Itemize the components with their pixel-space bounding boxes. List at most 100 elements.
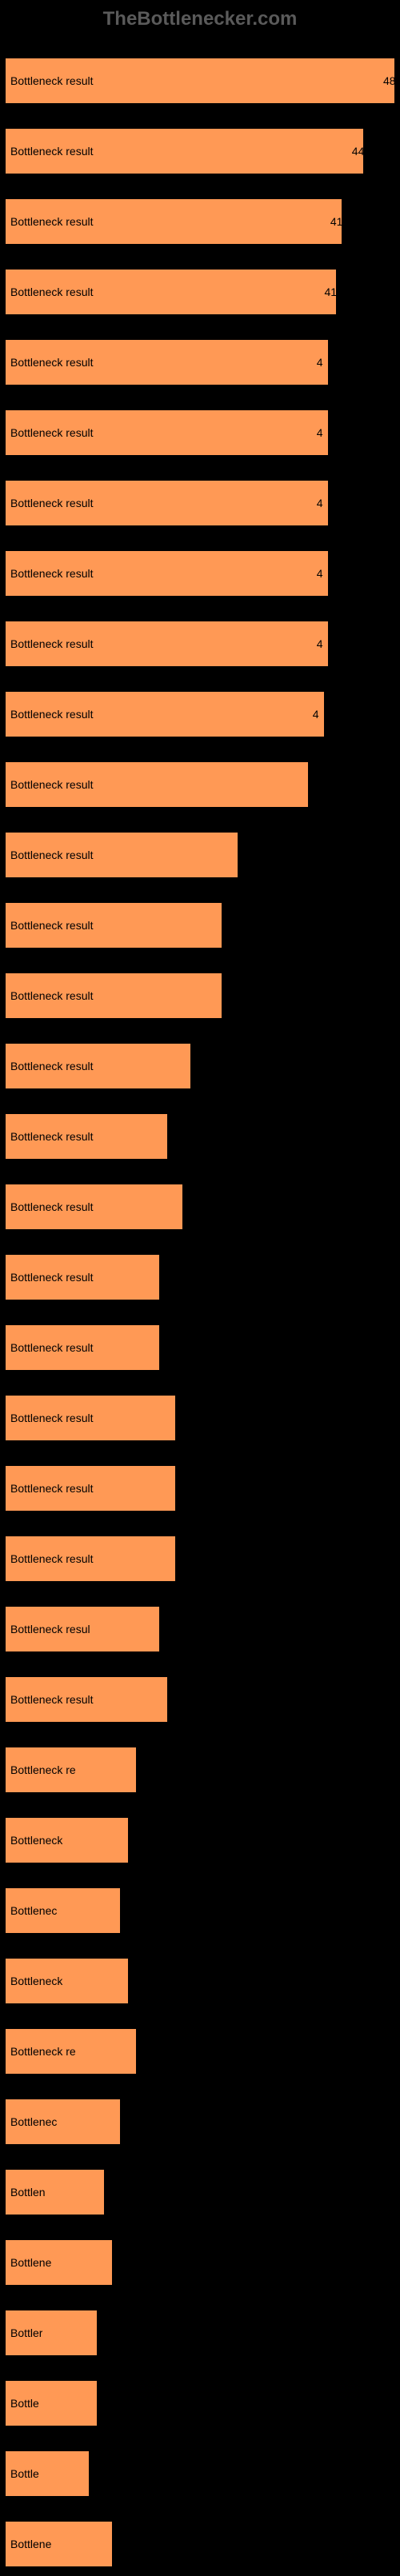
bar-label: Bottleneck result	[10, 215, 94, 228]
bar-label: Bottleneck re	[10, 2045, 76, 2058]
bar: Bottleneck result	[4, 1394, 177, 1442]
bar-label: Bottleneck result	[10, 74, 94, 87]
bar-label: Bottleneck result	[10, 708, 94, 721]
bar: Bottleneck	[4, 1816, 130, 1864]
watermark-text: TheBottlenecker.com	[0, 8, 400, 30]
bar: Bottlenec	[4, 1887, 122, 1935]
bar-row: Bottleneck result	[4, 1239, 396, 1301]
bar: Bottlene	[4, 2520, 114, 2568]
bar-label: Bottleneck result	[10, 637, 94, 650]
bar: Bottleneck result	[4, 831, 239, 879]
bar: Bottleneck result	[4, 1183, 184, 1231]
bar: Bottleneck result	[4, 1253, 161, 1301]
bar-label: Bottleneck result	[10, 778, 94, 791]
bar-value: 444	[352, 145, 370, 158]
bar-row: Bottleneck re	[4, 2013, 396, 2075]
bar: Bottleneck result 4	[4, 479, 330, 527]
bar: Bottlen	[4, 2168, 106, 2216]
bar-label: Bottlene	[10, 2538, 51, 2550]
bar-row: Bottleneck result482	[4, 42, 396, 105]
bar-row: Bottleneck result	[4, 1098, 396, 1160]
bar-row: Bottleneck result	[4, 1380, 396, 1442]
bar-label: Bottlenec	[10, 1904, 57, 1917]
bar: Bottle	[4, 2379, 98, 2427]
bar-row: Bottleneck result	[4, 1661, 396, 1723]
bar-row: Bottleneck result	[4, 1450, 396, 1512]
bar-value: 4	[313, 708, 319, 721]
bar: Bottleneck re	[4, 1746, 138, 1794]
bar: Bottleneck result	[4, 972, 223, 1020]
bar-row: Bottle	[4, 2365, 396, 2427]
bar-row: Bottleneck result 41	[4, 254, 396, 316]
bar-row: Bottleneck result	[4, 1309, 396, 1372]
bar-value: 4	[317, 567, 323, 580]
bar: Bottleneck result	[4, 901, 223, 949]
bar: Bottlenec	[4, 2098, 122, 2146]
bar-row: Bottleneck result 4	[4, 676, 396, 738]
bar-row: Bottleneck	[4, 1943, 396, 2005]
bar-label: Bottleneck result	[10, 356, 94, 369]
bar-value: 4	[317, 497, 323, 509]
bar-label: Bottleneck result	[10, 1271, 94, 1284]
bar-row: Bottleneck result4	[4, 324, 396, 386]
bar-label: Bottleneck result	[10, 849, 94, 861]
bar: Bottleneck result 4	[4, 620, 330, 668]
bar-row: Bottler	[4, 2294, 396, 2357]
bar-label: Bottleneck result	[10, 1482, 94, 1495]
bar: Bottleneck result 4	[4, 549, 330, 597]
bar-value: 41	[325, 286, 338, 298]
bar: Bottleneck resul	[4, 1605, 161, 1653]
bar-label: Bottleneck result	[10, 1693, 94, 1706]
bar-row: Bottleneck	[4, 1802, 396, 1864]
bar: Bottleneck result	[4, 1112, 169, 1160]
bar-label: Bottleneck result	[10, 497, 94, 509]
bar-label: Bottleneck result	[10, 1200, 94, 1213]
bar-row: Bottleneck resul	[4, 1591, 396, 1653]
bar-label: Bottlen	[10, 2186, 46, 2199]
bar-label: Bottleneck result	[10, 989, 94, 1002]
bar: Bottleneck result	[4, 1535, 177, 1583]
bar-label: Bottler	[10, 2326, 42, 2339]
bar-row: Bottleneck result	[4, 817, 396, 879]
bar-row: Bottlene	[4, 2224, 396, 2286]
bar-label: Bottle	[10, 2467, 39, 2480]
bar-row: Bottleneck result	[4, 1520, 396, 1583]
bar-label: Bottleneck result	[10, 426, 94, 439]
bar-row: Bottle	[4, 2435, 396, 2498]
bar: Bottleneck result	[4, 761, 310, 809]
bar-row: Bottleneck result 417	[4, 183, 396, 246]
bar-row: Bottleneck result	[4, 1028, 396, 1090]
bar: Bottleneck result444	[4, 127, 365, 175]
bar-value: 4	[317, 426, 323, 439]
bar-label: Bottleneck result	[10, 145, 94, 158]
bar-label: Bottlenec	[10, 2115, 57, 2128]
bar: Bottleneck result 41	[4, 268, 338, 316]
bar-label: Bottleneck	[10, 1834, 62, 1847]
bar-value: 4	[317, 637, 323, 650]
bar-label: Bottleneck resul	[10, 1623, 90, 1635]
bar-row: Bottlen	[4, 2154, 396, 2216]
bar-row: Bottlene	[4, 2506, 396, 2568]
bar-value: 482	[383, 74, 400, 87]
bar-label: Bottleneck result	[10, 567, 94, 580]
bar-row: Bottleneck result 4	[4, 394, 396, 457]
bar: Bottleneck result	[4, 1042, 192, 1090]
bar-row: Bottlenec	[4, 1872, 396, 1935]
bar: Bottle	[4, 2450, 90, 2498]
bar-label: Bottleneck result	[10, 1552, 94, 1565]
bar-row: Bottleneck re	[4, 1731, 396, 1794]
bar-label: Bottleneck result	[10, 286, 94, 298]
bar-label: Bottleneck re	[10, 1763, 76, 1776]
bar: Bottleneck result482	[4, 57, 396, 105]
bar-row: Bottleneck result	[4, 887, 396, 949]
bar-chart: Bottleneck result482Bottleneck result444…	[0, 42, 400, 2568]
bar: Bottleneck result4	[4, 338, 330, 386]
bar: Bottleneck result417	[4, 198, 343, 246]
bar: Bottleneck result	[4, 1675, 169, 1723]
bar: Bottler	[4, 2309, 98, 2357]
bar-row: Bottleneck result	[4, 1168, 396, 1231]
bar-value: 417	[330, 215, 349, 228]
bar-row: Bottleneck result 444	[4, 113, 396, 175]
bar-label: Bottleneck result	[10, 1060, 94, 1072]
bar-label: Bottleneck result	[10, 1130, 94, 1143]
